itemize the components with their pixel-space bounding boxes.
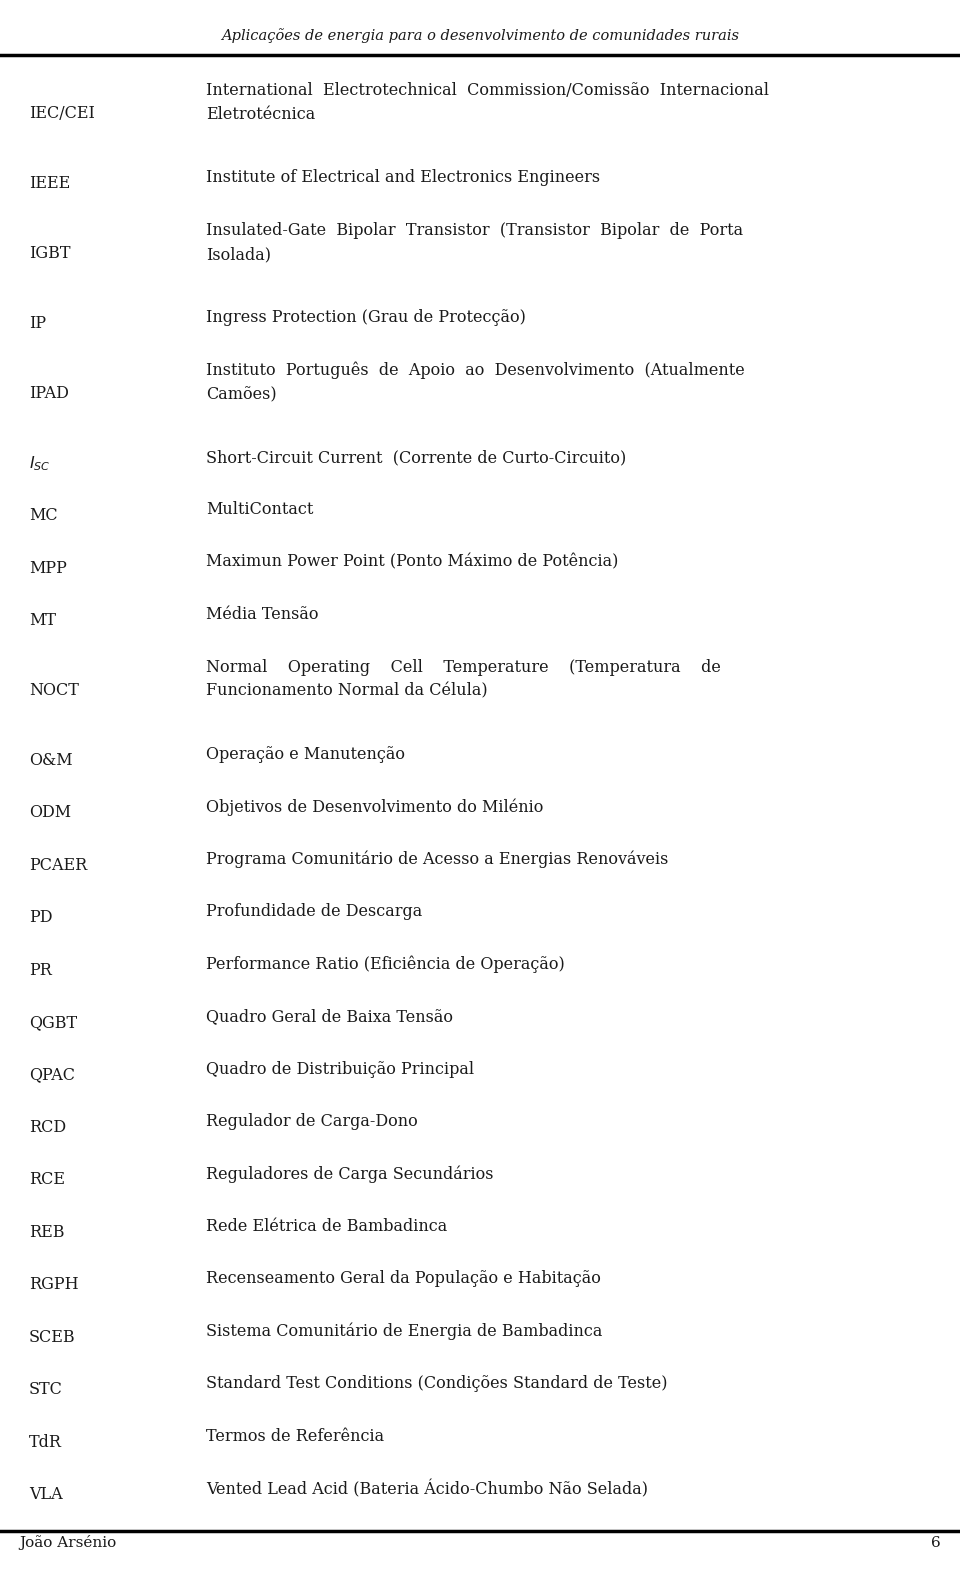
- Text: IEEE: IEEE: [29, 175, 70, 192]
- Text: PR: PR: [29, 962, 52, 978]
- Text: VLA: VLA: [29, 1487, 62, 1503]
- Text: RGPH: RGPH: [29, 1276, 79, 1293]
- Text: MT: MT: [29, 613, 56, 628]
- Text: Insulated-Gate  Bipolar  Transistor  (Transistor  Bipolar  de  Porta
Isolada): Insulated-Gate Bipolar Transistor (Trans…: [206, 222, 744, 263]
- Text: Normal    Operating    Cell    Temperature    (Temperatura    de
Funcionamento N: Normal Operating Cell Temperature (Tempe…: [206, 658, 721, 699]
- Text: ODM: ODM: [29, 805, 71, 821]
- Text: Standard Test Conditions (Condições Standard de Teste): Standard Test Conditions (Condições Stan…: [206, 1375, 668, 1392]
- Text: NOCT: NOCT: [29, 682, 79, 699]
- Text: IPAD: IPAD: [29, 384, 69, 402]
- Text: MultiContact: MultiContact: [206, 501, 314, 518]
- Text: Objetivos de Desenvolvimento do Milénio: Objetivos de Desenvolvimento do Milénio: [206, 799, 543, 816]
- Text: Vented Lead Acid (Bateria Ácido-Chumbo Não Selada): Vented Lead Acid (Bateria Ácido-Chumbo N…: [206, 1480, 648, 1498]
- Text: International  Electrotechnical  Commission/Comissão  Internacional
Eletrotécnic: International Electrotechnical Commissio…: [206, 82, 769, 123]
- Text: QPAC: QPAC: [29, 1066, 75, 1084]
- Text: Performance Ratio (Eficiência de Operação): Performance Ratio (Eficiência de Operaçã…: [206, 956, 565, 973]
- Text: PD: PD: [29, 909, 52, 926]
- Text: PCAER: PCAER: [29, 857, 87, 874]
- Text: RCE: RCE: [29, 1172, 64, 1189]
- Text: TdR: TdR: [29, 1433, 61, 1451]
- Text: IGBT: IGBT: [29, 246, 70, 261]
- Text: Sistema Comunitário de Energia de Bambadinca: Sistema Comunitário de Energia de Bambad…: [206, 1323, 603, 1340]
- Text: Quadro de Distribuição Principal: Quadro de Distribuição Principal: [206, 1060, 474, 1077]
- Text: Aplicações de energia para o desenvolvimento de comunidades rurais: Aplicações de energia para o desenvolvim…: [221, 28, 739, 43]
- Text: STC: STC: [29, 1381, 62, 1399]
- Text: Programa Comunitário de Acesso a Energias Renováveis: Programa Comunitário de Acesso a Energia…: [206, 850, 669, 868]
- Text: Termos de Referência: Termos de Referência: [206, 1429, 385, 1444]
- Text: IEC/CEI: IEC/CEI: [29, 106, 95, 123]
- Text: 6: 6: [931, 1536, 941, 1550]
- Text: Short-Circuit Current  (Corrente de Curto-Circuito): Short-Circuit Current (Corrente de Curto…: [206, 449, 627, 466]
- Text: RCD: RCD: [29, 1118, 66, 1136]
- Text: $I_{SC}$: $I_{SC}$: [29, 454, 50, 472]
- Text: Recenseamento Geral da População e Habitação: Recenseamento Geral da População e Habit…: [206, 1271, 601, 1287]
- Text: QGBT: QGBT: [29, 1014, 77, 1032]
- Text: O&M: O&M: [29, 751, 72, 769]
- Text: Maximun Power Point (Ponto Máximo de Potência): Maximun Power Point (Ponto Máximo de Pot…: [206, 554, 619, 570]
- Text: SCEB: SCEB: [29, 1329, 76, 1345]
- Text: Regulador de Carga-Dono: Regulador de Carga-Dono: [206, 1114, 419, 1131]
- Text: REB: REB: [29, 1224, 64, 1241]
- Text: Operação e Manutenção: Operação e Manutenção: [206, 747, 405, 764]
- Text: João Arsénio: João Arsénio: [19, 1534, 116, 1550]
- Text: Reguladores de Carga Secundários: Reguladores de Carga Secundários: [206, 1166, 493, 1183]
- Text: MC: MC: [29, 507, 58, 524]
- Text: Instituto  Português  de  Apoio  ao  Desenvolvimento  (Atualmente
Camões): Instituto Português de Apoio ao Desenvol…: [206, 362, 745, 403]
- Text: MPP: MPP: [29, 559, 66, 576]
- Text: Ingress Protection (Grau de Protecção): Ingress Protection (Grau de Protecção): [206, 309, 526, 326]
- Text: Média Tensão: Média Tensão: [206, 606, 319, 624]
- Text: Rede Elétrica de Bambadinca: Rede Elétrica de Bambadinca: [206, 1217, 447, 1235]
- Text: IP: IP: [29, 315, 46, 332]
- Text: Quadro Geral de Baixa Tensão: Quadro Geral de Baixa Tensão: [206, 1008, 453, 1025]
- Text: Institute of Electrical and Electronics Engineers: Institute of Electrical and Electronics …: [206, 169, 601, 186]
- Text: Profundidade de Descarga: Profundidade de Descarga: [206, 904, 422, 920]
